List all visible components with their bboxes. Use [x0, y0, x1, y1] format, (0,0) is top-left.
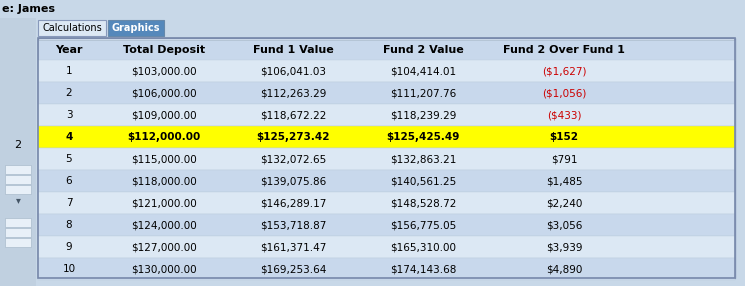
Text: $118,239.29: $118,239.29 [390, 110, 456, 120]
Bar [5, 218, 31, 227]
Bar [38, 148, 735, 170]
Text: $156,775.05: $156,775.05 [390, 220, 456, 230]
Text: $118,672.22: $118,672.22 [260, 110, 326, 120]
Text: Year: Year [55, 45, 83, 55]
Text: 2: 2 [66, 88, 72, 98]
Bar [38, 20, 106, 36]
Bar [38, 258, 735, 280]
Text: $2,240: $2,240 [546, 198, 582, 208]
Text: $132,863.21: $132,863.21 [390, 154, 456, 164]
Text: Fund 2 Value: Fund 2 Value [383, 45, 463, 55]
Text: $169,253.64: $169,253.64 [260, 264, 326, 274]
Text: 9: 9 [66, 242, 72, 252]
Bar [38, 40, 735, 60]
Text: $112,000.00: $112,000.00 [127, 132, 200, 142]
Bar [108, 20, 164, 36]
Text: $3,939: $3,939 [546, 242, 583, 252]
Bar [5, 238, 31, 247]
Text: $124,000.00: $124,000.00 [131, 220, 197, 230]
Text: $125,425.49: $125,425.49 [387, 132, 460, 142]
Text: Calculations: Calculations [42, 23, 102, 33]
Bar [38, 82, 735, 104]
Bar [38, 236, 735, 258]
Text: Total Deposit: Total Deposit [123, 45, 205, 55]
Bar [5, 185, 31, 194]
Text: 6: 6 [66, 176, 72, 186]
Bar [5, 165, 31, 174]
Text: $3,056: $3,056 [546, 220, 582, 230]
Text: ($1,056): ($1,056) [542, 88, 586, 98]
Text: $115,000.00: $115,000.00 [131, 154, 197, 164]
Text: $130,000.00: $130,000.00 [131, 264, 197, 274]
Text: $146,289.17: $146,289.17 [260, 198, 326, 208]
Text: $4,890: $4,890 [546, 264, 582, 274]
Text: $118,000.00: $118,000.00 [131, 176, 197, 186]
Text: ($433): ($433) [547, 110, 581, 120]
Text: $109,000.00: $109,000.00 [131, 110, 197, 120]
Text: $140,561.25: $140,561.25 [390, 176, 456, 186]
Text: $1,485: $1,485 [546, 176, 583, 186]
Text: 10: 10 [63, 264, 75, 274]
Bar [38, 104, 735, 126]
Text: $165,310.00: $165,310.00 [390, 242, 456, 252]
Text: 2: 2 [14, 140, 22, 150]
Bar [0, 18, 36, 286]
Bar [38, 38, 735, 278]
Text: $161,371.47: $161,371.47 [260, 242, 326, 252]
Bar [38, 38, 735, 278]
Text: $121,000.00: $121,000.00 [131, 198, 197, 208]
Text: $139,075.86: $139,075.86 [260, 176, 326, 186]
Text: $104,414.01: $104,414.01 [390, 66, 456, 76]
Text: $132,072.65: $132,072.65 [260, 154, 326, 164]
Bar [38, 192, 735, 214]
Text: ▾: ▾ [16, 195, 20, 205]
Bar [5, 228, 31, 237]
Text: 1: 1 [66, 66, 72, 76]
Text: 5: 5 [66, 154, 72, 164]
Text: $127,000.00: $127,000.00 [131, 242, 197, 252]
Text: $125,273.42: $125,273.42 [256, 132, 330, 142]
Text: Fund 2 Over Fund 1: Fund 2 Over Fund 1 [503, 45, 625, 55]
Text: 8: 8 [66, 220, 72, 230]
Text: $152: $152 [550, 132, 579, 142]
Bar [38, 60, 735, 82]
Text: $111,207.76: $111,207.76 [390, 88, 456, 98]
Text: $106,000.00: $106,000.00 [131, 88, 197, 98]
Text: $153,718.87: $153,718.87 [260, 220, 326, 230]
Text: $174,143.68: $174,143.68 [390, 264, 456, 274]
Bar [38, 170, 735, 192]
Text: $148,528.72: $148,528.72 [390, 198, 456, 208]
Text: 4: 4 [66, 132, 73, 142]
Text: e: James: e: James [2, 4, 55, 14]
Bar [5, 175, 31, 184]
Text: $112,263.29: $112,263.29 [260, 88, 326, 98]
Text: ($1,627): ($1,627) [542, 66, 586, 76]
Text: $103,000.00: $103,000.00 [131, 66, 197, 76]
Bar [38, 214, 735, 236]
Text: Fund 1 Value: Fund 1 Value [253, 45, 333, 55]
Text: $106,041.03: $106,041.03 [260, 66, 326, 76]
Text: $791: $791 [551, 154, 577, 164]
Text: Graphics: Graphics [112, 23, 160, 33]
Text: 3: 3 [66, 110, 72, 120]
Bar [0, 0, 745, 18]
Bar [38, 126, 735, 148]
Text: 7: 7 [66, 198, 72, 208]
